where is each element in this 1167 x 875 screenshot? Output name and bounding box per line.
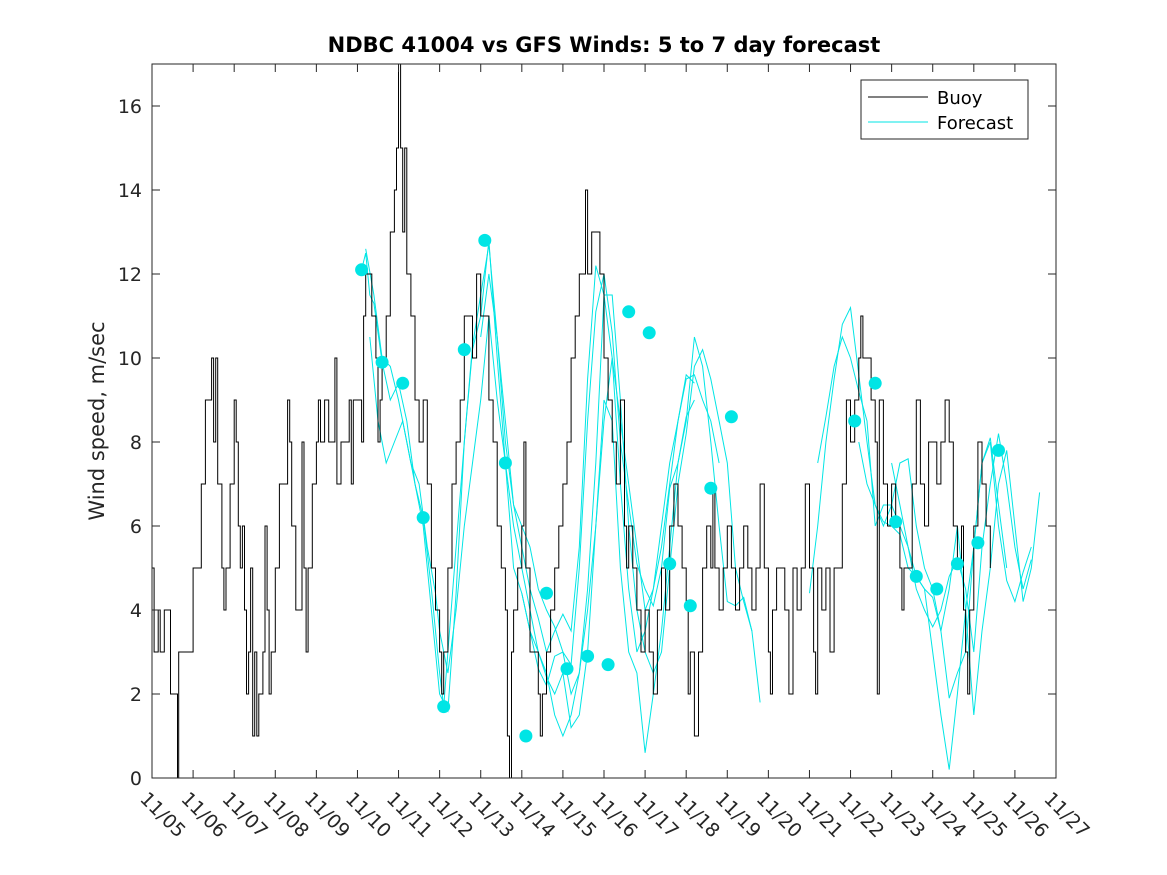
forecast-marker [498, 456, 512, 470]
y-tick-label: 8 [130, 432, 142, 454]
forecast-marker [519, 729, 533, 743]
y-axis-label: Wind speed, m/sec [85, 321, 109, 520]
forecast-markers-group [355, 233, 1005, 743]
forecast-series-line-6 [809, 305, 1041, 716]
forecast-marker [930, 582, 944, 596]
forecast-marker [416, 511, 430, 525]
forecast-marker [868, 376, 882, 390]
buoy-series-line [152, 63, 991, 779]
legend-box [860, 79, 1029, 140]
y-tick-label: 14 [118, 180, 142, 202]
forecast-marker [375, 355, 389, 369]
y-tick-label: 12 [118, 264, 142, 286]
forecast-marker [950, 557, 964, 571]
forecast-marker [704, 481, 718, 495]
y-tick-label: 6 [130, 516, 142, 538]
forecast-marker [848, 414, 862, 428]
chart-title: NDBC 41004 vs GFS Winds: 5 to 7 day fore… [328, 33, 881, 57]
forecast-marker [663, 557, 677, 571]
forecast-marker [601, 658, 615, 672]
forecast-marker [581, 649, 595, 663]
forecast-marker [478, 233, 492, 247]
y-axis: 0 2 4 6 8 10 12 14 16 [118, 96, 1056, 790]
forecast-series-line-5 [521, 336, 761, 753]
legend: Buoy Forecast [860, 79, 1029, 140]
forecast-marker [540, 586, 553, 600]
forecast-marker [683, 599, 697, 613]
buoy-series-group [152, 63, 991, 779]
forecast-marker [724, 410, 738, 424]
forecast-marker [396, 376, 410, 390]
forecast-marker [355, 263, 369, 277]
forecast-marker [889, 515, 903, 529]
y-tick-label: 10 [118, 348, 142, 370]
y-tick-label: 16 [118, 96, 142, 118]
forecast-marker [437, 700, 451, 714]
legend-forecast-label: Forecast [937, 113, 1013, 134]
forecast-marker [560, 662, 574, 676]
y-tick-label: 0 [130, 768, 142, 790]
forecast-marker [642, 326, 656, 340]
forecast-marker [909, 569, 923, 583]
forecast-marker [622, 305, 636, 319]
forecast-marker [992, 443, 1005, 457]
forecast-marker [457, 343, 471, 357]
forecast-series-line-9 [891, 437, 1008, 770]
forecast-marker [971, 536, 985, 550]
y-tick-label: 2 [130, 684, 142, 706]
legend-buoy-label: Buoy [937, 88, 983, 109]
forecast-series-line-3 [369, 315, 720, 738]
y-tick-label: 4 [130, 600, 142, 622]
